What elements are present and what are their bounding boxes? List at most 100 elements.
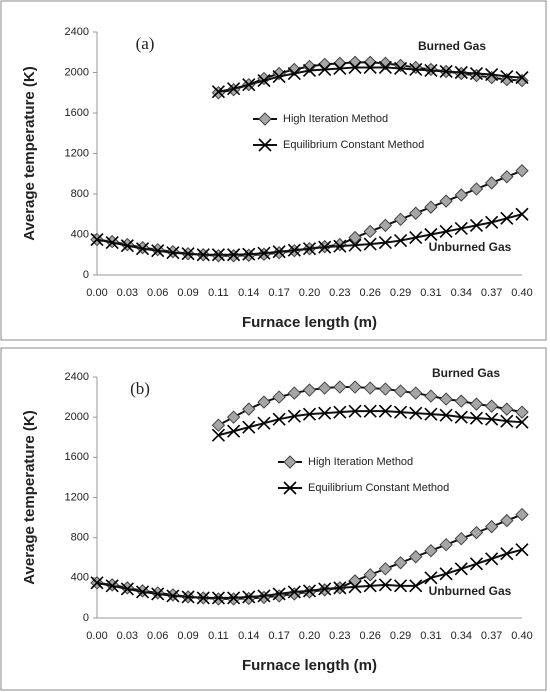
diamond-marker	[439, 537, 453, 552]
y-tick-label: 400	[71, 572, 89, 584]
x-marker	[333, 61, 347, 76]
y-tick-label: 2400	[65, 371, 89, 383]
diamond-marker	[409, 206, 423, 220]
x-marker	[135, 242, 150, 256]
x-marker	[120, 582, 134, 596]
x-marker	[363, 60, 377, 75]
annotation: Burned Gas	[418, 39, 486, 53]
x-marker	[333, 239, 347, 253]
x-marker	[409, 406, 423, 420]
x-tick-label: 0.20	[299, 287, 320, 299]
panel-frame	[0, 347, 547, 691]
x-marker	[454, 65, 468, 80]
x-marker	[424, 571, 438, 585]
diamond-marker	[409, 60, 423, 75]
x-marker	[363, 404, 377, 418]
diamond-marker	[226, 410, 241, 424]
diamond-marker	[500, 170, 514, 184]
diamond-marker	[363, 381, 377, 395]
x-marker	[348, 580, 362, 594]
x-tick-label: 0.14	[238, 287, 259, 299]
x-marker	[181, 247, 195, 261]
diamond-marker	[283, 455, 297, 469]
x-tick-label: 0.31	[420, 630, 441, 642]
y-tick-label: 1600	[65, 451, 89, 463]
x-axis-title: Furnace length (m)	[242, 314, 377, 331]
diamond-marker	[272, 589, 286, 603]
diamond-marker	[393, 384, 408, 398]
x-marker	[166, 246, 180, 260]
diamond-marker	[257, 395, 271, 409]
diamond-marker	[393, 212, 408, 227]
x-marker	[454, 562, 468, 576]
x-marker	[378, 60, 392, 75]
x-marker	[211, 591, 225, 605]
diamond-marker	[515, 405, 529, 419]
diamond-marker	[454, 531, 468, 546]
diamond-marker	[242, 402, 256, 416]
x-tick-label: 0.17	[268, 630, 289, 642]
x-tick-label: 0.23	[329, 287, 350, 299]
x-marker	[181, 590, 195, 604]
x-marker	[211, 248, 225, 262]
panel-label: (a)	[136, 34, 155, 53]
x-marker	[227, 591, 241, 605]
x-tick-label: 0.03	[117, 630, 138, 642]
x-tick-label: 0.31	[420, 287, 441, 299]
x-marker	[500, 211, 514, 225]
x-tick-label: 0.34	[451, 630, 472, 642]
y-tick-label: 2000	[65, 66, 89, 78]
x-marker	[394, 61, 408, 76]
diamond-marker	[469, 182, 484, 196]
diamond-marker	[211, 418, 226, 432]
panel-label: (b)	[130, 379, 150, 398]
x-tick-label: 0.17	[268, 287, 289, 299]
y-tick-label: 1600	[65, 107, 89, 119]
annotation: Unburned Gas	[429, 240, 512, 254]
annotation: Unburned Gas	[429, 584, 512, 598]
x-marker	[227, 424, 241, 438]
diamond-marker	[363, 224, 377, 239]
diamond-marker	[424, 389, 438, 403]
y-tick-label: 800	[71, 188, 89, 200]
x-marker	[242, 420, 256, 434]
diamond-marker	[393, 556, 408, 570]
x-marker	[348, 404, 362, 418]
diamond-marker	[287, 587, 302, 601]
x-marker	[302, 584, 317, 598]
x-marker	[211, 85, 225, 99]
diamond-marker	[363, 568, 377, 582]
diamond-marker	[424, 200, 438, 214]
diamond-marker	[469, 68, 484, 83]
x-marker	[394, 579, 408, 593]
diamond-marker	[439, 194, 453, 208]
x-marker	[500, 69, 514, 84]
x-marker	[196, 591, 210, 605]
x-marker	[469, 66, 484, 81]
x-marker	[515, 70, 529, 85]
x-tick-label: 0.34	[451, 287, 472, 299]
x-marker	[302, 63, 317, 78]
x-tick-label: 0.40	[511, 630, 532, 642]
x-marker	[242, 247, 256, 261]
panel-frame	[0, 0, 547, 341]
y-tick-label: 400	[71, 228, 89, 240]
x-marker	[227, 82, 241, 96]
x-tick-label: 0.37	[481, 287, 502, 299]
diamond-marker	[348, 230, 362, 245]
x-marker	[196, 248, 210, 262]
diamond-marker	[317, 381, 332, 395]
x-marker	[105, 236, 119, 250]
x-axis-title: Furnace length (m)	[242, 657, 377, 674]
x-marker	[515, 415, 529, 429]
x-marker	[348, 60, 362, 75]
x-marker	[439, 224, 453, 239]
diamond-marker	[484, 176, 499, 190]
x-tick-label: 0.06	[147, 287, 168, 299]
x-tick-label: 0.11	[208, 630, 229, 642]
x-tick-label: 0.11	[208, 287, 229, 299]
annotation: Burned Gas	[432, 366, 500, 380]
x-marker	[318, 582, 332, 596]
x-marker	[515, 207, 529, 221]
x-marker	[469, 557, 484, 571]
